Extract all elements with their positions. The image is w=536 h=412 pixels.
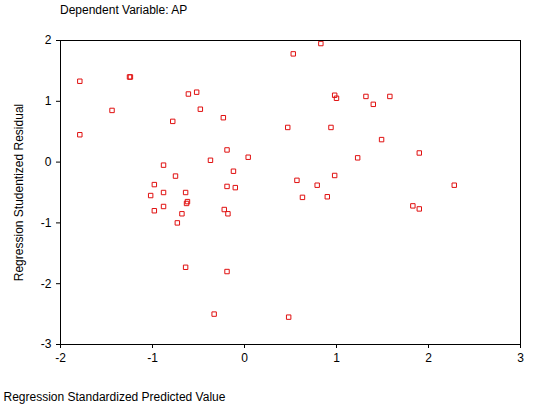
svg-text:-1: -1: [41, 216, 52, 230]
svg-text:-2: -2: [41, 277, 52, 291]
svg-text:2: 2: [45, 33, 52, 47]
svg-text:0: 0: [45, 155, 52, 169]
svg-text:-1: -1: [147, 351, 158, 365]
svg-text:-2: -2: [55, 351, 66, 365]
svg-text:-3: -3: [41, 337, 52, 351]
svg-text:Regression Standardized Predic: Regression Standardized Predicted Value: [4, 390, 226, 404]
svg-text:Regression Studentized Residua: Regression Studentized Residual: [12, 104, 26, 281]
svg-text:0: 0: [241, 351, 248, 365]
html-text:Dependent Variable: AP: Dependent Variable: AP: [60, 3, 188, 17]
svg-text:3: 3: [517, 351, 524, 365]
svg-text:1: 1: [45, 94, 52, 108]
svg-text:1: 1: [333, 351, 340, 365]
svg-text:2: 2: [425, 351, 432, 365]
